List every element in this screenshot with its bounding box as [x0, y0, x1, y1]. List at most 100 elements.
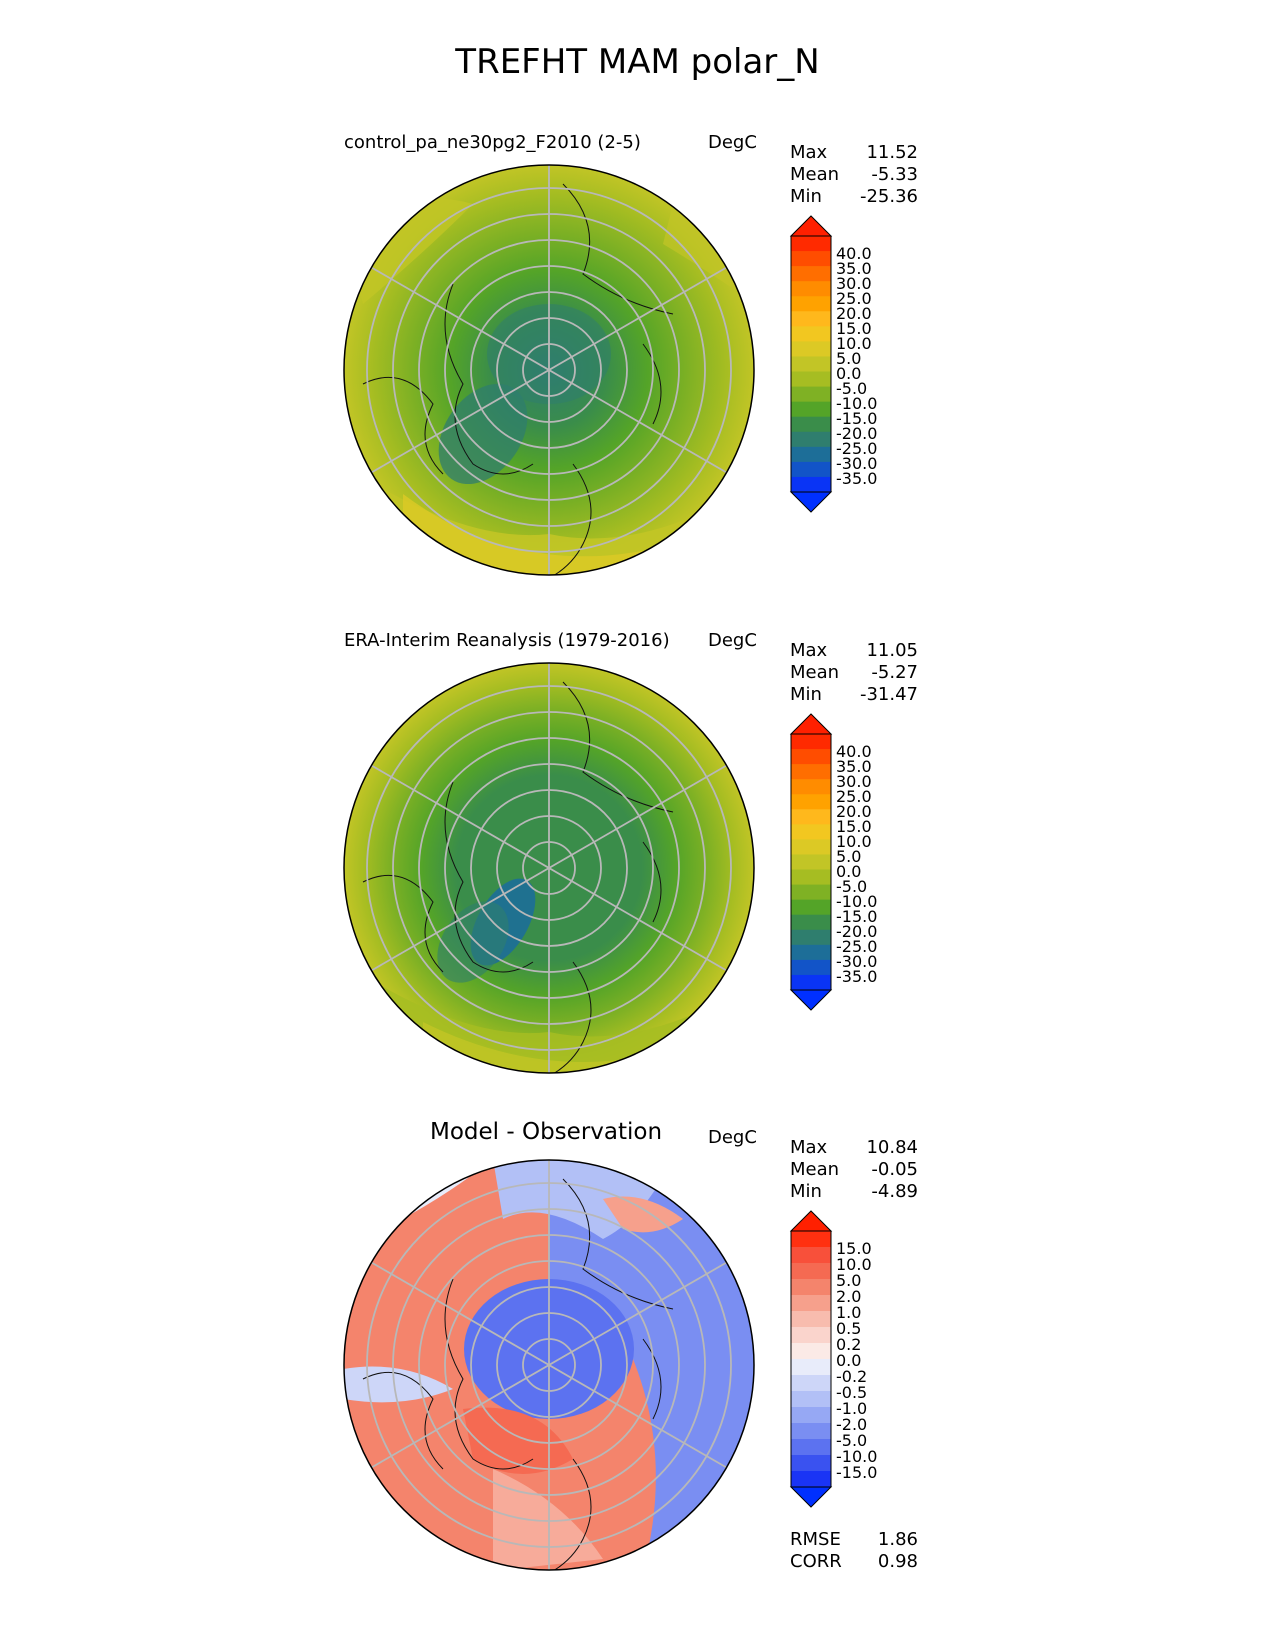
colorbar-outline: [790, 1230, 832, 1488]
colorbar-swatch: [791, 311, 831, 327]
stat-label-mean: Mean: [790, 164, 840, 185]
colorbar-swatch: [791, 446, 831, 463]
colorbar-tick-label: 20.0: [836, 303, 872, 323]
colorbar-tick-label: -5.0: [836, 378, 868, 398]
figure-title: TREFHT MAM polar_N: [455, 42, 820, 82]
colorbar-tick-label: 10.0: [836, 333, 872, 353]
panel-reference: ERA-Interim Reanalysis (1979-2016) DegC …: [0, 630, 1275, 1100]
colorbar-tick-label: -35.0: [836, 469, 878, 489]
colorbar-ticks: 40.0 35.0 30.0 25.0 20.0 15.0 10.0 5.0 0.0 -5.0 -1…: [836, 245, 878, 489]
colorbar: [789, 1210, 833, 1508]
panel-title: Model - Observation: [430, 1119, 663, 1145]
colorbar-tick-label: 0.5: [836, 1319, 862, 1338]
colorbar-tick-label: 0.2: [836, 1335, 862, 1354]
colorbar-tick-label: 15.0: [836, 1239, 872, 1258]
stat-value-min: -25.36: [859, 186, 918, 207]
colorbar-swatch: [791, 296, 831, 312]
colorbar-tick-label: 0.0: [836, 861, 862, 881]
colorbar-tick-label: -10.0: [836, 393, 878, 413]
colorbar-tick-label: 35.0: [836, 258, 872, 278]
stat-label-max: Max: [790, 142, 828, 163]
colorbar-swatch: [791, 1471, 831, 1488]
colorbar-tick-label: 2.0: [836, 1287, 862, 1306]
stat-label-mean: Mean: [790, 1159, 840, 1180]
colorbar-tick-label: -15.0: [836, 907, 878, 927]
colorbar-swatch: [791, 266, 831, 282]
colorbar-swatch: [791, 749, 831, 765]
colorbar-swatch: [791, 1423, 831, 1440]
colorbar-tick-label: -25.0: [836, 937, 878, 957]
colorbar-tick-label: -5.0: [836, 876, 868, 896]
panel-difference: Model - Observation DegC Max 10.84 Mean -0…: [0, 1119, 1275, 1597]
panel-test: control_pa_ne30pg2_F2010 (2-5) DegC Max 1…: [0, 132, 1275, 602]
colorbar-tick-label: 25.0: [836, 786, 872, 806]
colorbar-swatch: [791, 281, 831, 297]
colorbar-swatch: [791, 1359, 831, 1376]
stat-label-min: Min: [790, 684, 822, 705]
colorbar-swatch: [791, 1295, 831, 1312]
colorbar-tick-label: 30.0: [836, 771, 872, 791]
colorbar-swatch: [791, 251, 831, 267]
colorbar-swatch: [791, 824, 831, 840]
colorbar-tick-label: 5.0: [836, 1271, 862, 1290]
colorbar-extend-top: [789, 1210, 833, 1232]
stat-label-max: Max: [790, 1137, 828, 1158]
colorbar-extend-top: [789, 215, 833, 237]
stats-box: Max 11.05 Mean -5.27 Min -31.47: [790, 640, 918, 706]
colorbar-swatch: [791, 341, 831, 357]
colorbar-swatch: [791, 386, 831, 403]
panel-title: control_pa_ne30pg2_F2010 (2-5): [344, 132, 641, 153]
colorbar-swatch: [791, 944, 831, 961]
colorbar-tick-label: -25.0: [836, 439, 878, 459]
colorbar-tick-label: 1.0: [836, 1303, 862, 1322]
colorbar-tick-label: 0.0: [836, 363, 862, 383]
units-label: DegC: [708, 1127, 757, 1148]
metrics-box: RMSE 1.86 CORR 0.98: [790, 1529, 918, 1573]
colorbar-outline: [790, 235, 832, 493]
colorbar-extend-bottom: [789, 491, 833, 513]
colorbar-tick-label: 35.0: [836, 756, 872, 776]
colorbar-tick-label: -15.0: [836, 409, 878, 429]
colorbar-tick-label: -1.0: [836, 1399, 868, 1418]
colorbar-tick-label: 10.0: [836, 1255, 872, 1274]
colorbar-tick-label: -35.0: [836, 967, 878, 987]
colorbar-tick-label: -0.5: [836, 1383, 868, 1402]
colorbar-tick-label: -10.0: [836, 1447, 878, 1466]
stat-value-mean: -5.27: [871, 662, 918, 683]
colorbar-tick-label: -10.0: [836, 891, 878, 911]
colorbar-swatch: [791, 959, 831, 976]
colorbar-swatch: [791, 884, 831, 901]
colorbar-swatch: [791, 779, 831, 795]
colorbar-tick-label: 30.0: [836, 273, 872, 293]
colorbar-ticks: 40.0 35.0 30.0 25.0 20.0 15.0 10.0 5.0 0.0 -5.0 -1…: [836, 743, 878, 987]
colorbar-tick-label: -20.0: [836, 424, 878, 444]
colorbar: [789, 713, 833, 1011]
stat-value-mean: -5.33: [871, 164, 918, 185]
colorbar-swatch: [791, 1391, 831, 1408]
colorbar-swatch: [791, 809, 831, 825]
colorbar-swatch: [791, 461, 831, 478]
colorbar-swatch: [791, 371, 831, 388]
stat-value-min: -4.89: [871, 1181, 918, 1202]
polar-map-reference: [343, 662, 755, 1074]
colorbar-swatch: [791, 236, 831, 252]
colorbar-swatch: [791, 764, 831, 780]
colorbar-tick-label: 15.0: [836, 318, 872, 338]
units-label: DegC: [708, 630, 757, 651]
colorbar-tick-label: -0.2: [836, 1367, 868, 1386]
colorbar-tick-label: 5.0: [836, 846, 862, 866]
colorbar-outline: [790, 733, 832, 991]
colorbar-swatch: [791, 1375, 831, 1392]
colorbar-swatch: [791, 869, 831, 886]
colorbar-tick-label: -2.0: [836, 1415, 868, 1434]
stat-label-min: Min: [790, 186, 822, 207]
metric-label-rmse: RMSE: [790, 1529, 841, 1550]
metric-value-corr: 0.98: [877, 1551, 918, 1572]
colorbar-tick-label: -30.0: [836, 952, 878, 972]
colorbar: [789, 215, 833, 513]
colorbar-swatch: [791, 1311, 831, 1328]
stat-value-max: 10.84: [866, 1137, 918, 1158]
colorbar-tick-label: 10.0: [836, 831, 872, 851]
colorbar-extend-bottom: [789, 1486, 833, 1508]
colorbar-swatch: [791, 974, 831, 991]
